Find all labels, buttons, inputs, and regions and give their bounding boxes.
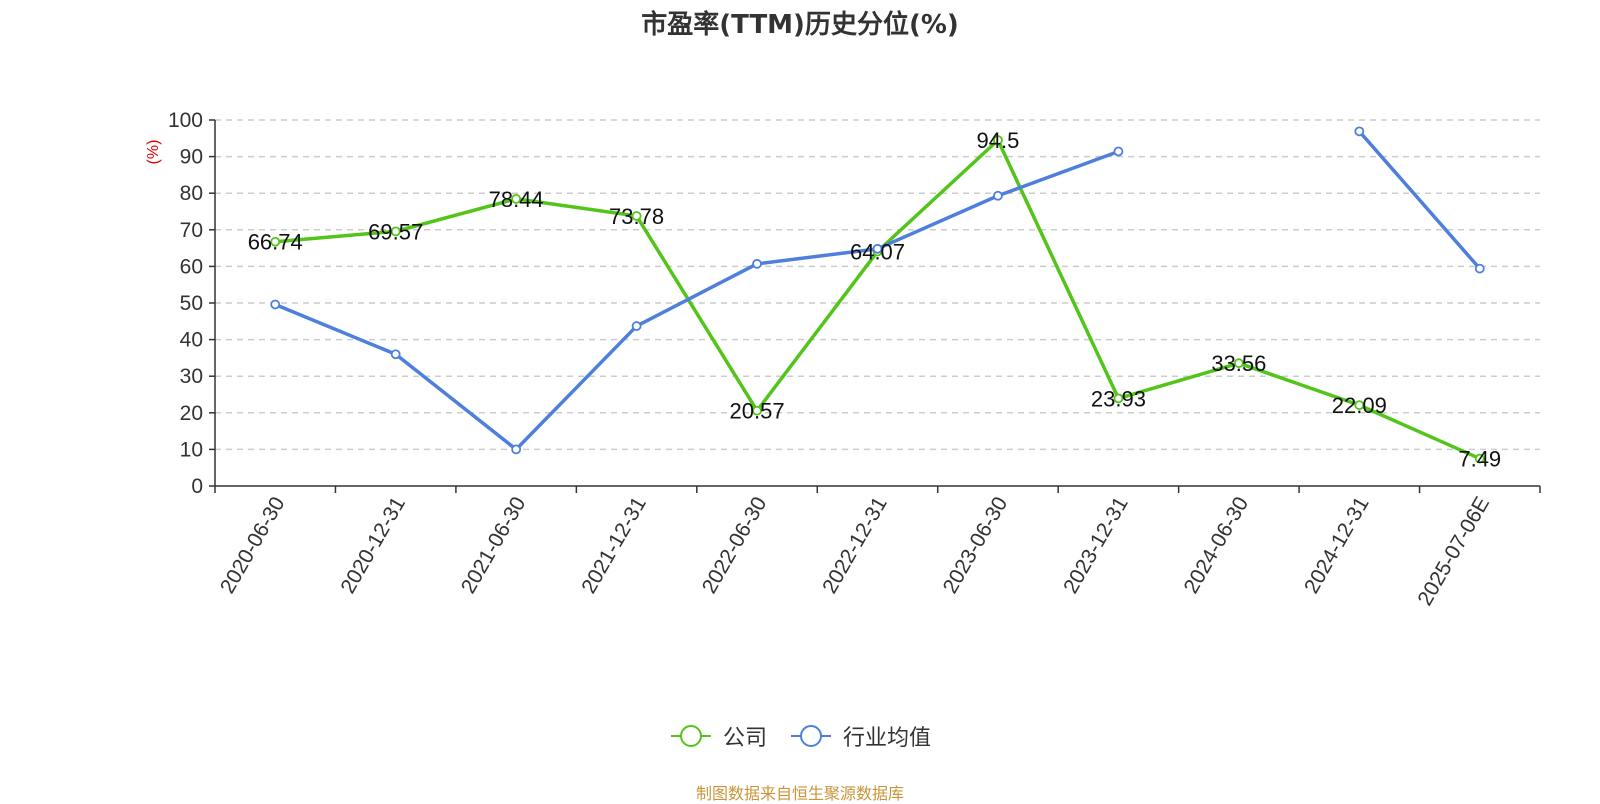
x-tick-label: 2023-06-30	[939, 493, 1013, 598]
y-tick-label: 100	[168, 109, 203, 132]
data-label: 23.93	[1091, 386, 1146, 411]
y-tick-label: 90	[180, 146, 203, 169]
x-tick-label: 2022-06-30	[698, 493, 772, 598]
data-point-0	[390, 226, 401, 237]
data-label: 78.44	[489, 187, 544, 212]
legend-industry-marker	[791, 725, 831, 747]
data-source-note: 制图数据来自恒生聚源数据库	[695, 784, 904, 803]
x-tick-label: 2020-12-31	[336, 493, 410, 598]
data-label: 22.09	[1332, 393, 1387, 418]
legend-label-company: 公司	[722, 726, 767, 751]
data-point-1	[270, 299, 281, 310]
data-point-1	[993, 190, 1003, 201]
series	[270, 126, 1485, 464]
legend-label-industry-average: 行业均值	[843, 726, 932, 751]
y-tick-label: 0	[191, 475, 203, 498]
data-point-0	[511, 194, 522, 204]
y-tick-label: 10	[180, 438, 203, 461]
data-label: 20.57	[730, 399, 785, 424]
data-label: 33.56	[1211, 351, 1266, 376]
series-line-1	[1358, 130, 1482, 270]
x-tick-label: 2021-06-30	[457, 493, 531, 598]
data-point-1	[1113, 146, 1124, 157]
x-tick-label: 2024-06-30	[1180, 493, 1254, 598]
data-point-1	[511, 444, 522, 455]
data-point-1	[1474, 263, 1485, 274]
data-point-1	[752, 258, 762, 269]
y-tick-label: 30	[180, 365, 203, 388]
series-line-0	[275, 138, 1481, 461]
data-point-0	[631, 211, 642, 221]
x-tick-label: 2023-12-31	[1059, 493, 1133, 598]
y-tick-label: 80	[180, 182, 203, 205]
data-point-0	[1354, 400, 1365, 411]
data-point-1	[631, 321, 642, 331]
y-tick-label: 60	[180, 255, 203, 278]
data-point-0	[1474, 453, 1485, 464]
data-point-0	[752, 405, 762, 416]
chart-title: 市盈率(TTM)历史分位(%)	[641, 10, 959, 40]
data-point-0	[1113, 393, 1124, 404]
x-tick-label: 2025-07-06E	[1413, 493, 1494, 610]
data-label: 69.57	[368, 219, 423, 244]
y-axis-label: (%)	[145, 140, 162, 165]
data-label: 7.49	[1458, 447, 1501, 472]
data-point-0	[270, 236, 281, 247]
y-tick-label: 50	[180, 292, 203, 315]
data-point-1	[1354, 126, 1365, 137]
y-tick-label: 40	[180, 329, 203, 352]
legend-company-marker	[670, 725, 711, 747]
x-tick-label: 2020-06-30	[216, 493, 290, 598]
data-label: 66.74	[248, 230, 303, 255]
data-label: 94.5	[977, 128, 1020, 153]
y-tick-label: 20	[180, 402, 203, 425]
data-label: 73.78	[609, 204, 664, 229]
legend-item-company[interactable]: 公司	[669, 720, 767, 752]
data-point-1	[872, 243, 883, 254]
grid-lines	[215, 119, 1540, 451]
x-tick-label: 2021-12-31	[577, 493, 651, 598]
legend-item-industry-average[interactable]: 行业均值	[789, 720, 931, 752]
series-line-1	[274, 149, 1120, 452]
data-point-0	[993, 135, 1003, 146]
y-tick-label: 70	[180, 219, 203, 242]
data-label: 64.07	[850, 240, 905, 265]
data-point-1	[390, 349, 401, 360]
axes: 0 10 20 30 40 50 60 70 80 90 100 2020-06-30 2020-12-…	[168, 109, 1541, 610]
data-labels: 66.74 69.57 78.44 73.78 20.57 64.07 94.5 23.93 3…	[248, 128, 1501, 471]
x-tick-label: 2024-12-31	[1300, 493, 1374, 598]
legend: 公司 行业均值	[0, 720, 1600, 752]
data-point-0	[1233, 358, 1244, 369]
x-tick-label: 2022-12-31	[818, 493, 892, 598]
